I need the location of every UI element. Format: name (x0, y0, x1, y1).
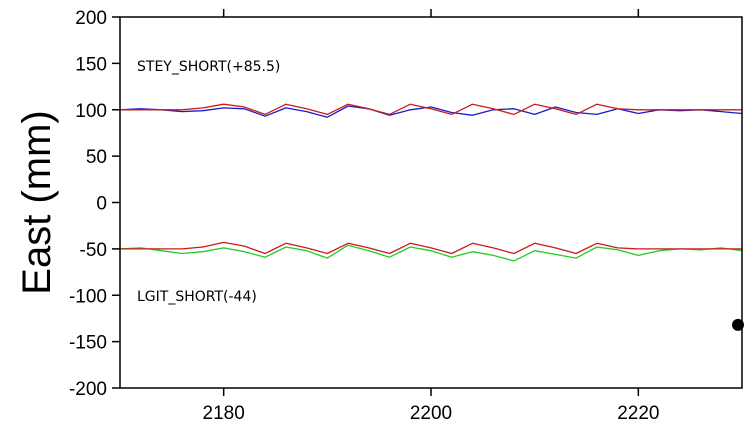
y-axis-label: East (mm) (15, 110, 59, 294)
x-tick-label: 2220 (617, 403, 659, 424)
y-tick-label: -150 (69, 333, 107, 354)
series-line-1 (119, 105, 743, 118)
series-line-2 (120, 103, 742, 116)
y-tick-label: -100 (69, 286, 107, 307)
y-tick-label: 0 (96, 194, 107, 215)
y-tick-label: 200 (75, 8, 107, 29)
y-tick-label: -50 (80, 240, 107, 261)
x-tick-label: 2180 (203, 403, 245, 424)
x-tick-label: 2200 (410, 403, 452, 424)
annotation-lgit-short: LGIT_SHORT(-44) (137, 289, 257, 305)
y-tick-label: 50 (86, 147, 107, 168)
plot-frame (119, 16, 743, 389)
series-line-4 (120, 241, 742, 255)
series-layer (119, 103, 743, 262)
y-tick-label: -200 (69, 379, 107, 400)
y-tick-label: 100 (75, 101, 107, 122)
series-line-3 (119, 244, 743, 262)
annotation-stey-short: STEY_SHORT(+85.5) (137, 59, 280, 75)
y-tick-label: 150 (75, 54, 107, 75)
x-axis-ticks: 2180 2200 2220 (203, 9, 659, 424)
marker-point (732, 318, 744, 331)
y-axis-ticks: 200 150 100 50 0 -50 -100 -150 -200 (69, 8, 120, 400)
